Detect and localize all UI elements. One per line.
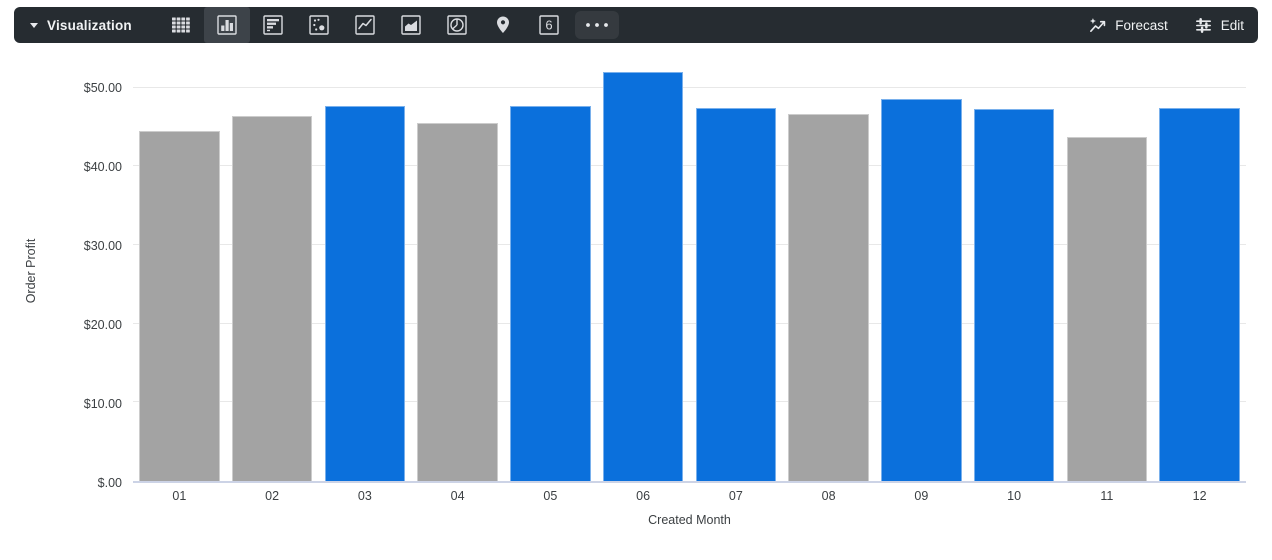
bar-slot [875, 60, 968, 481]
x-tick-label: 10 [1007, 489, 1022, 503]
bar-01[interactable] [139, 130, 220, 481]
bar-chart-icon[interactable] [250, 7, 296, 43]
toolbar-right: Forecast Edit [1088, 7, 1244, 43]
panel-title: Visualization [47, 17, 132, 33]
bar-07[interactable] [695, 108, 777, 481]
bar-02[interactable] [231, 115, 313, 481]
plot-area [133, 60, 1246, 483]
bar-slot [968, 60, 1061, 481]
forecast-label: Forecast [1115, 17, 1168, 33]
y-tick-label: $30.00 [83, 238, 122, 253]
x-tick-label: 09 [914, 489, 929, 503]
chart-type-picker: 6 [158, 7, 619, 43]
y-tick-label: $10.00 [83, 396, 122, 411]
bar-slot [782, 60, 875, 481]
caret-down-icon [30, 22, 38, 28]
bar-05[interactable] [510, 106, 591, 481]
gridline [133, 165, 1246, 167]
y-tick-label: $40.00 [83, 159, 122, 174]
visualization-toolbar: Visualization 6 Forecast [14, 7, 1258, 43]
x-tick-label: 04 [450, 489, 465, 503]
svg-text:6: 6 [545, 18, 552, 33]
y-tick-label: $50.00 [83, 80, 122, 95]
x-tick-label: 11 [1100, 489, 1114, 503]
bar-slot [133, 60, 226, 481]
x-tick-label: 08 [821, 489, 836, 503]
gridline [133, 401, 1246, 403]
y-tick-label: $.00 [97, 476, 122, 490]
x-tick-label: 01 [172, 489, 187, 503]
bar-slot [597, 60, 690, 481]
bar-slot [226, 60, 319, 481]
bar-03[interactable] [324, 106, 406, 481]
pie-chart-icon[interactable] [434, 7, 480, 43]
line-chart-icon[interactable] [342, 7, 388, 43]
gridline [133, 243, 1246, 245]
map-pin-icon[interactable] [480, 7, 526, 43]
visualization-collapse-toggle[interactable]: Visualization [30, 18, 132, 33]
x-tick-label: 12 [1192, 489, 1207, 503]
bar-slot [319, 60, 412, 481]
edit-label: Edit [1220, 17, 1244, 33]
bar-slot [504, 60, 597, 481]
bar-11[interactable] [1066, 137, 1148, 481]
area-chart-icon[interactable] [388, 7, 434, 43]
bars-row [133, 60, 1246, 481]
bar-slot [1153, 60, 1246, 481]
bar-06[interactable] [602, 71, 684, 481]
toolbar-left: Visualization 6 [30, 7, 619, 43]
column-chart-icon[interactable] [203, 7, 250, 43]
bar-04[interactable] [417, 122, 498, 481]
forecast-button[interactable]: Forecast [1088, 16, 1168, 35]
tune-icon [1194, 16, 1213, 35]
table-icon[interactable] [158, 7, 204, 43]
gridline [133, 86, 1246, 88]
gridline [133, 322, 1246, 324]
bar-12[interactable] [1159, 108, 1240, 481]
bar-slot [690, 60, 783, 481]
x-tick-label: 06 [636, 489, 651, 503]
x-tick-label: 05 [543, 489, 558, 503]
bar-10[interactable] [973, 108, 1055, 481]
y-tick-label: $20.00 [83, 317, 122, 332]
scatter-chart-icon[interactable] [296, 7, 342, 43]
x-axis-tick-labels: 01 02 03 04 05 06 07 08 09 10 11 12 [133, 489, 1246, 503]
x-tick-label: 07 [728, 489, 743, 503]
edit-button[interactable]: Edit [1194, 16, 1244, 35]
bar-slot [411, 60, 504, 481]
x-tick-label: 03 [357, 489, 372, 503]
bar-08[interactable] [788, 113, 869, 481]
more-options-icon[interactable] [574, 11, 619, 39]
bar-slot [1061, 60, 1154, 481]
bar-09[interactable] [881, 98, 962, 481]
x-tick-label: 02 [265, 489, 280, 503]
x-axis-title: Created Month [648, 513, 731, 527]
single-value-icon[interactable]: 6 [526, 7, 572, 43]
forecast-icon [1088, 16, 1107, 35]
